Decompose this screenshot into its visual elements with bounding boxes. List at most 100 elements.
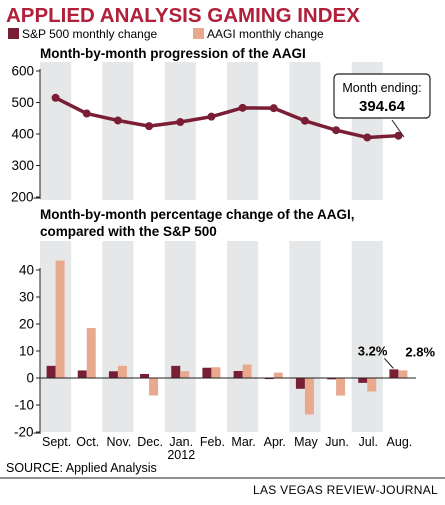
x-label-mar: Mar. (231, 435, 255, 449)
line-y-tick-label: 300 (11, 158, 34, 173)
legend-label-aagi: AAGI monthly change (207, 27, 324, 41)
aagi-bar-apr (273, 372, 283, 378)
column-band (164, 241, 196, 432)
source-note: SOURCE: Applied Analysis (6, 461, 157, 475)
sp500-label-leader (384, 358, 394, 369)
bar-y-tick-label: 30 (19, 290, 34, 305)
column-band (102, 241, 134, 432)
aagi-point-dec (145, 122, 154, 131)
x-axis-month-labels: Sept. Oct. Nov. Dec. Jan. Feb. Mar. Apr. May Jun.… (42, 435, 412, 449)
bar-chart-title-part-1: Month-by-month percentage change of the … (40, 207, 355, 222)
aagi-point-sept (51, 93, 60, 102)
callout-label: Month ending: (342, 81, 421, 95)
column-band (40, 62, 72, 200)
x-label-feb: Feb. (200, 435, 225, 449)
aagi-bar-oct (86, 328, 96, 378)
callout-value: 394.64 (359, 98, 406, 115)
bar-chart-title-line-2: compared with the S&P 500 (40, 224, 217, 239)
aagi-bar-jan (180, 371, 190, 378)
column-band (227, 62, 259, 200)
publisher-credit: LAS VEGAS REVIEW-JOURNAL (253, 483, 438, 497)
sp500-bar-sept (46, 365, 56, 378)
bar-chart-data-labels: 3.2% 2.8% (358, 343, 435, 369)
aagi-point-aug (394, 131, 403, 140)
x-label-jan: Jan. (169, 435, 193, 449)
legend-label-sp500: S&P 500 monthly change (22, 27, 158, 41)
sp500-bar-jul (358, 378, 368, 383)
x-label-jun: Jun. (325, 435, 349, 449)
column-band (164, 62, 196, 200)
column-band (227, 241, 259, 432)
column-band (351, 241, 383, 432)
bar-y-tick-label: -10 (14, 398, 34, 413)
callout-pointer (391, 119, 405, 138)
bar-y-tick-label: 40 (19, 263, 34, 278)
column-band (289, 62, 321, 200)
x-label-dec: Dec. (137, 435, 163, 449)
aagi-point-oct (82, 109, 91, 118)
bar-y-tick-label: 0 (26, 371, 34, 386)
bar-y-tick-label: -20– (14, 425, 42, 440)
sp500-bar-may (295, 378, 305, 389)
line-y-tick-label: 500 (11, 95, 34, 110)
x-label-nov: Nov. (107, 435, 132, 449)
sp500-bar-jun (327, 378, 337, 380)
aagi-bar-dec (149, 378, 159, 396)
sp500-bar-feb (202, 367, 212, 378)
aagi-point-mar (238, 103, 247, 112)
x-label-may: May (294, 435, 318, 449)
aagi-point-apr (269, 104, 278, 113)
line-chart-y-axis: 200– 300 400 500 600 (11, 64, 42, 205)
sp500-bar-nov (108, 371, 118, 378)
line-y-tick-label: 400 (11, 127, 34, 142)
bar-y-tick-label: 20 (19, 317, 34, 332)
sp500-bar-aug (389, 369, 399, 378)
sp500-bar-dec (140, 373, 150, 378)
bar-chart-title-line-1: Month-by-month percentage change of the … (40, 207, 355, 222)
x-label-apr: Apr. (264, 435, 286, 449)
aagi-last-data-label: 2.8% (405, 344, 435, 359)
x-label-sept: Sept. (42, 435, 71, 449)
line-y-tick-label: 600 (11, 64, 34, 79)
bar-chart-plot (46, 260, 408, 415)
bar-chart-y-axis: -20– -10 0 10 20 30 40 (14, 263, 42, 440)
aagi-bar-mar (242, 364, 252, 378)
aagi-bar-jul (367, 378, 377, 392)
sp500-bar-oct (77, 370, 87, 378)
aagi-point-jan (176, 118, 185, 127)
aagi-bar-sept (55, 260, 65, 378)
legend-swatch-sp500 (8, 28, 19, 39)
aagi-point-nov (113, 116, 122, 125)
aagi-bar-nov (117, 365, 127, 378)
aagi-point-may (300, 116, 309, 125)
line-chart-title: Month-by-month progression of the AAGI (40, 46, 306, 61)
bar-y-tick-label: 10 (19, 344, 34, 359)
legend-swatch-aagi (193, 28, 204, 39)
column-band (102, 62, 134, 200)
aagi-point-feb (207, 112, 216, 121)
callout-box (333, 73, 431, 119)
sp500-bar-apr (264, 378, 274, 380)
aagi-point-jul (363, 133, 372, 142)
line-chart-plot (51, 93, 403, 142)
x-label-oct: Oct. (76, 435, 99, 449)
sp500-bar-jan (171, 365, 181, 378)
legend: S&P 500 monthly change AAGI monthly chan… (8, 27, 324, 41)
sp500-bar-mar (233, 370, 243, 378)
x-label-aug: Aug. (387, 435, 413, 449)
line-y-tick-label: 200– (11, 190, 42, 205)
aagi-point-jun (332, 126, 341, 135)
sp500-last-data-label: 3.2% (358, 343, 388, 358)
bar-chart-title-part-2: compared with the S&P 500 (40, 224, 217, 239)
aagi-line (54, 96, 399, 140)
aagi-bar-aug (398, 370, 408, 378)
x-axis-year-label: 2012 (167, 448, 195, 462)
aagi-bar-may (304, 378, 314, 415)
aagi-bar-jun (336, 378, 346, 396)
aagi-bar-feb (211, 367, 221, 378)
month-ending-callout: Month ending: 394.64 (333, 73, 431, 138)
main-title: APPLIED ANALYSIS GAMING INDEX (6, 4, 360, 27)
x-label-jul: Jul. (359, 435, 378, 449)
